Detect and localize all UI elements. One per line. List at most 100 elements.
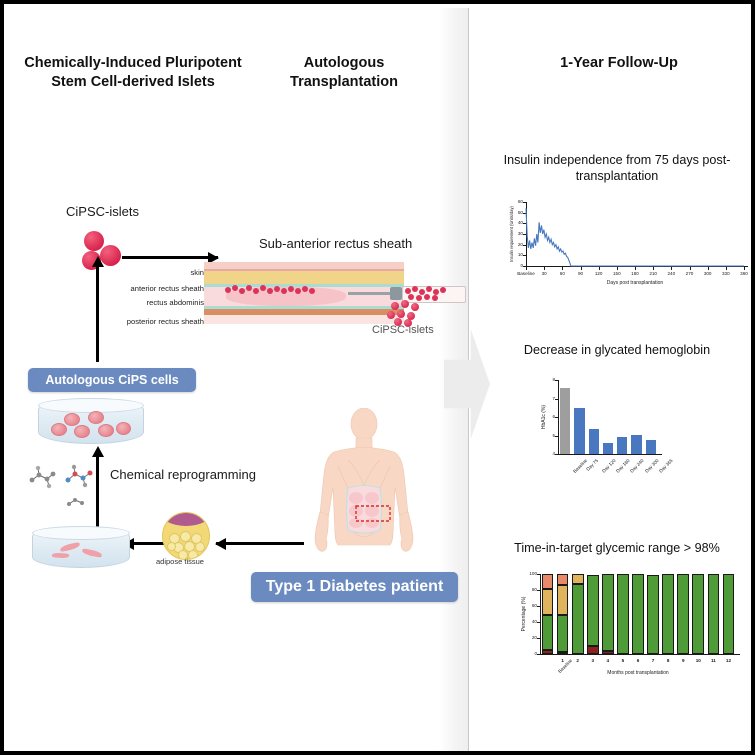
- stack-segment: [541, 574, 554, 590]
- cell-colony: [51, 423, 67, 436]
- insulin-chart-caption: Insulin independence from 75 days post-t…: [503, 153, 731, 184]
- y-tick: [537, 574, 540, 575]
- stack-segment: [601, 650, 614, 654]
- y-tick-label: 20: [517, 241, 523, 247]
- x-tick-label: 4: [606, 658, 610, 663]
- arrow-dish-to-islets-icon: [91, 256, 104, 362]
- x-tick-label: 120: [594, 271, 603, 276]
- x-tick-label: 210: [649, 271, 657, 276]
- y-tick-label: 40: [531, 619, 537, 624]
- stack-segment: [601, 574, 614, 651]
- x-tick-label: 8: [666, 658, 670, 663]
- anatomy-label-posterior-rectus-sheath: posterior rectus sheath: [126, 317, 204, 326]
- x-tick: [598, 267, 600, 270]
- y-tick: [523, 244, 526, 246]
- y-tick: [523, 223, 526, 225]
- y-tick: [555, 398, 558, 400]
- y-tick: [537, 654, 540, 655]
- stack-segment: [632, 574, 644, 654]
- header-left: Chemically-Induced Pluripotent Stem Cell…: [24, 55, 242, 90]
- sub-anterior-rectus-sheath-label: Sub-anterior rectus sheath: [259, 236, 413, 251]
- x-tick-label: 7: [651, 658, 655, 663]
- y-tick: [555, 417, 558, 418]
- y-axis-title: Percentage (%): [521, 596, 527, 632]
- x-tick-label: 330: [721, 271, 730, 276]
- cell-colony: [74, 425, 90, 438]
- needle-icon: [348, 292, 408, 295]
- stack-segment: [556, 585, 569, 615]
- arrow-reprogramming-icon: [91, 446, 104, 538]
- molecule-icon: [65, 464, 93, 488]
- x-tick-label: 300: [703, 271, 712, 276]
- x-tick-label: 90: [577, 271, 584, 276]
- y-tick-label: 4: [552, 451, 555, 456]
- x-tick-label: Day 240: [629, 458, 645, 474]
- y-tick: [537, 622, 540, 623]
- stack-segment: [556, 574, 569, 586]
- hba1c-bar: [631, 435, 642, 454]
- type1-diabetes-patient-badge: Type 1 Diabetes patient: [251, 572, 458, 602]
- layer-fat: [204, 271, 404, 284]
- insulin-line-series: [525, 208, 744, 267]
- y-tick: [523, 255, 526, 257]
- islet-sphere-icon: [100, 245, 121, 266]
- stack-segment: [677, 574, 690, 654]
- y-tick: [523, 212, 526, 214]
- needle-hub-icon: [390, 287, 402, 300]
- y-tick: [555, 380, 558, 381]
- stack-segment: [541, 589, 554, 615]
- y-tick-label: 8: [552, 377, 555, 382]
- x-axis: [558, 454, 662, 455]
- islet-sphere-icon: [84, 231, 104, 251]
- autologous-cips-cells-badge: Autologous CiPS cells: [28, 368, 196, 392]
- cell-colony: [64, 413, 80, 426]
- x-tick-label: 5: [621, 658, 625, 663]
- stack-segment: [617, 574, 629, 654]
- stack-segment: [571, 574, 584, 584]
- arrow-islets-to-tissue-icon: [122, 251, 219, 264]
- x-tick-label: Baseline: [517, 271, 535, 276]
- abdominal-wall-cross-section: [204, 262, 466, 324]
- y-axis: [558, 380, 559, 454]
- y-tick: [523, 234, 526, 235]
- layer-subcutaneous: [204, 269, 404, 271]
- stack-segment: [586, 646, 599, 654]
- stack-segment: [556, 614, 569, 652]
- layer-posterior-sheath: [204, 306, 404, 309]
- x-tick-label: 1: [561, 658, 564, 663]
- arrow-patient-to-adipose-icon: [215, 537, 304, 550]
- x-tick-label: 270: [685, 271, 694, 276]
- y-tick-label: 30: [517, 231, 523, 236]
- hba1c-chart-caption: Decrease in glycated hemoglobin: [523, 343, 711, 357]
- x-tick: [744, 267, 745, 270]
- hba1c-bar: [617, 436, 628, 454]
- header-middle: Autologous Transplantation: [290, 55, 398, 90]
- x-tick: [526, 267, 527, 270]
- y-tick: [523, 266, 526, 267]
- x-tick: [689, 267, 691, 270]
- anatomy-label-skin: skin: [190, 268, 204, 277]
- x-tick: [635, 267, 636, 270]
- y-tick: [537, 590, 540, 591]
- y-tick-label: 6: [552, 414, 555, 419]
- y-tick: [537, 638, 540, 639]
- y-tick-label: 10: [517, 252, 523, 258]
- hba1c-bar: [645, 439, 656, 454]
- stack-segment: [571, 583, 584, 654]
- patient-body-illustration: [314, 408, 414, 552]
- y-tick-label: 80: [531, 587, 537, 592]
- layer-anterior-sheath: [204, 284, 404, 287]
- x-tick-label: 11: [710, 658, 716, 663]
- y-tick: [523, 202, 526, 203]
- anatomy-label-rectus-abdominis: rectus abdominis: [146, 298, 204, 307]
- adipose-tissue-illustration: [162, 512, 210, 560]
- hba1c-bar-chart: 4 5 6 7 8 HbA1c (%) Baseline Day 75 Day 120 Day 1…: [532, 374, 674, 492]
- x-tick-label: Day 365: [657, 458, 674, 474]
- y-tick-label: 7: [552, 395, 555, 401]
- y-tick-label: 20: [531, 635, 537, 640]
- hba1c-bar: [560, 387, 571, 454]
- cell-colony: [98, 424, 114, 437]
- x-tick: [562, 267, 564, 270]
- cipsc-islets-label: CiPSC-islets: [66, 204, 139, 219]
